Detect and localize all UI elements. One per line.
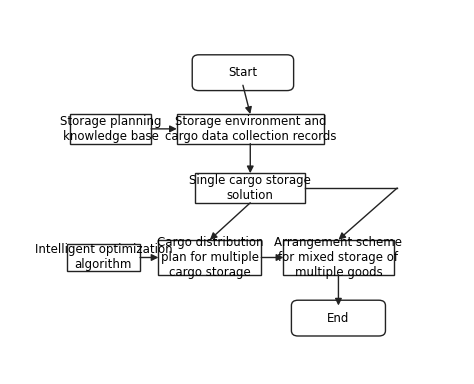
FancyBboxPatch shape xyxy=(66,244,140,271)
Text: Start: Start xyxy=(228,66,257,79)
Text: Single cargo storage
solution: Single cargo storage solution xyxy=(189,174,311,202)
Text: Cargo distribution
plan for multiple
cargo storage: Cargo distribution plan for multiple car… xyxy=(156,236,263,279)
Text: End: End xyxy=(327,311,350,324)
FancyBboxPatch shape xyxy=(192,55,293,91)
Text: Arrangement scheme
for mixed storage of
multiple goods: Arrangement scheme for mixed storage of … xyxy=(274,236,402,279)
FancyBboxPatch shape xyxy=(177,114,324,144)
Text: Storage environment and
cargo data collection records: Storage environment and cargo data colle… xyxy=(164,115,336,143)
Text: Intelligent optimization
algorithm: Intelligent optimization algorithm xyxy=(35,243,172,271)
FancyBboxPatch shape xyxy=(70,114,151,144)
Text: Storage planning
knowledge base: Storage planning knowledge base xyxy=(60,115,162,143)
FancyBboxPatch shape xyxy=(195,173,305,203)
FancyBboxPatch shape xyxy=(158,240,261,275)
FancyBboxPatch shape xyxy=(283,240,393,275)
FancyBboxPatch shape xyxy=(292,300,385,336)
